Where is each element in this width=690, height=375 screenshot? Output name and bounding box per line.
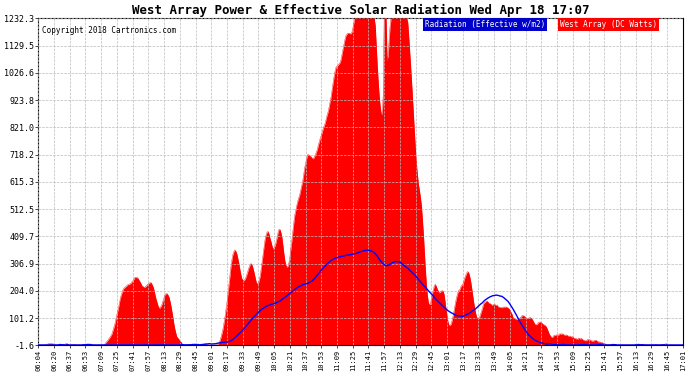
Title: West Array Power & Effective Solar Radiation Wed Apr 18 17:07: West Array Power & Effective Solar Radia… xyxy=(132,4,589,17)
Text: Copyright 2018 Cartronics.com: Copyright 2018 Cartronics.com xyxy=(42,26,176,35)
Text: Radiation (Effective w/m2): Radiation (Effective w/m2) xyxy=(425,20,545,29)
Text: West Array (DC Watts): West Array (DC Watts) xyxy=(560,20,657,29)
